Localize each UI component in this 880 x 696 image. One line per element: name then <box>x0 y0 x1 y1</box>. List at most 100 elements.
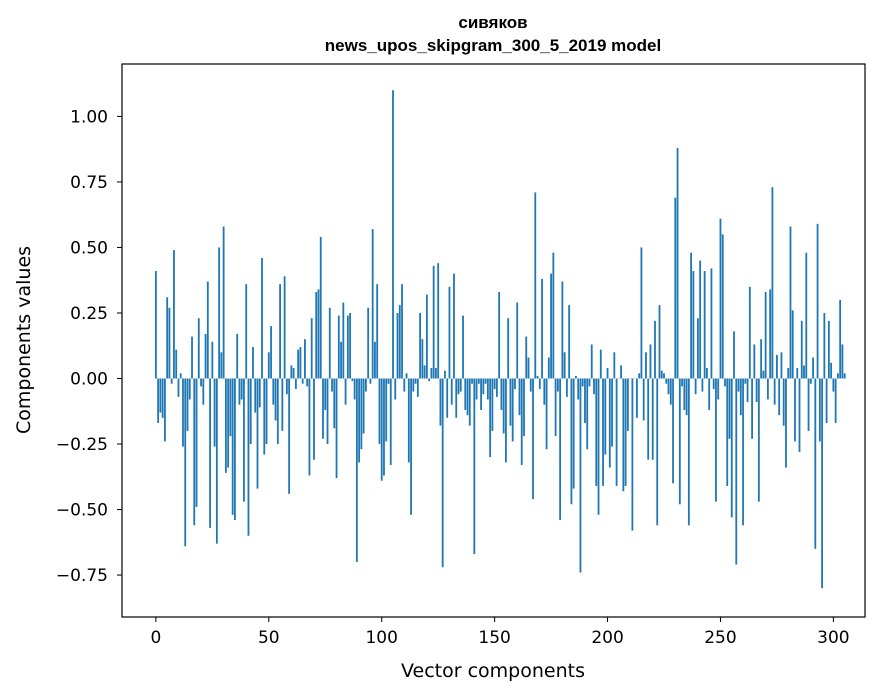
bar <box>733 331 735 379</box>
bar <box>685 378 688 416</box>
bar <box>505 378 507 463</box>
bar <box>636 378 638 418</box>
bar <box>290 365 293 379</box>
bar <box>288 378 291 494</box>
bar <box>211 341 214 379</box>
bar <box>825 378 828 424</box>
bar <box>254 378 257 413</box>
bar <box>220 352 223 379</box>
bar <box>161 378 164 418</box>
bar <box>489 378 492 458</box>
bar <box>807 378 810 431</box>
bar <box>292 368 295 379</box>
bar <box>821 378 823 589</box>
bar <box>663 373 665 379</box>
bar <box>195 378 198 507</box>
bar <box>832 378 835 392</box>
plot-frame <box>121 63 866 618</box>
y-tick-label: 0.75 <box>70 173 108 193</box>
bar <box>721 234 724 379</box>
bar <box>466 378 469 416</box>
bar <box>726 378 729 486</box>
bar <box>748 286 751 379</box>
bar <box>387 378 390 384</box>
bar <box>435 368 437 379</box>
bar <box>425 294 428 379</box>
bar <box>769 289 772 379</box>
bar <box>645 352 647 379</box>
bar <box>245 284 248 379</box>
bar <box>837 373 839 379</box>
bar <box>568 305 571 379</box>
x-tick-label: 200 <box>591 628 623 648</box>
bar <box>173 250 175 379</box>
bar <box>437 263 440 379</box>
bar <box>464 378 467 410</box>
bar <box>486 378 489 400</box>
bar <box>344 378 347 405</box>
bar <box>776 354 778 379</box>
bar <box>398 305 401 379</box>
bar <box>674 197 677 379</box>
chart-subtitle: news_upos_skipgram_300_5_2019 model <box>325 36 661 55</box>
bar <box>270 326 272 379</box>
bar <box>656 378 659 526</box>
bar <box>710 268 713 379</box>
bar <box>534 192 537 379</box>
bar <box>446 378 449 418</box>
bar <box>669 378 672 405</box>
bar <box>624 378 627 486</box>
bar <box>416 378 419 397</box>
bar <box>814 378 817 549</box>
bar <box>383 378 385 476</box>
bar <box>477 378 480 384</box>
bar <box>170 378 173 384</box>
bar <box>706 368 708 379</box>
bar <box>331 378 333 392</box>
bar <box>353 378 356 400</box>
bar <box>369 378 372 384</box>
x-tick-label: 100 <box>365 628 397 648</box>
bar <box>351 378 354 382</box>
bar <box>240 378 243 400</box>
bar <box>611 378 613 447</box>
bar <box>525 336 528 379</box>
bar <box>322 378 324 439</box>
bar <box>342 302 345 379</box>
bar <box>421 339 424 379</box>
bar <box>385 378 388 442</box>
bar <box>335 378 338 479</box>
bar <box>432 265 435 379</box>
bar <box>317 289 320 379</box>
bar <box>789 226 792 379</box>
bar <box>394 378 397 400</box>
bar <box>771 187 774 379</box>
bar <box>405 373 408 379</box>
bar <box>692 271 695 379</box>
y-tick-label: −0.25 <box>56 435 108 455</box>
bar <box>584 378 586 424</box>
x-tick-label: 0 <box>150 628 161 648</box>
bar <box>340 341 342 379</box>
bar <box>841 344 844 379</box>
bar <box>615 378 618 486</box>
bar <box>304 339 306 379</box>
bar <box>554 378 557 437</box>
bar <box>423 365 426 379</box>
bar <box>407 378 410 463</box>
bar <box>365 378 367 392</box>
bar <box>457 378 460 395</box>
bar <box>234 378 236 521</box>
bar <box>843 373 846 379</box>
bar <box>719 218 722 379</box>
bar <box>735 378 738 565</box>
bar <box>204 333 207 379</box>
bar <box>683 378 686 410</box>
y-tick-label: −0.75 <box>56 566 108 586</box>
bar <box>538 378 541 389</box>
bar <box>206 281 209 379</box>
bar <box>728 378 731 439</box>
bar <box>690 252 693 379</box>
bar <box>200 378 202 387</box>
bar <box>778 378 781 416</box>
